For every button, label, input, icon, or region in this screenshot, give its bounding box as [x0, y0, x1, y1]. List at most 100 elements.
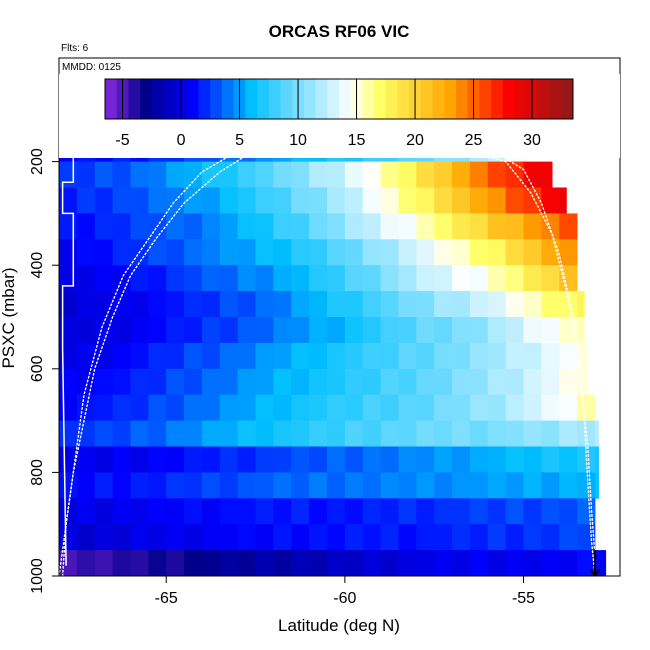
heatmap-cell	[452, 420, 471, 447]
heatmap-cell	[309, 446, 328, 473]
heatmap-cell	[523, 472, 542, 499]
heatmap-cell	[76, 524, 96, 551]
heatmap-cell	[130, 368, 149, 396]
heatmap-cell	[398, 239, 417, 266]
heatmap-cell	[237, 472, 256, 499]
heatmap-cell	[452, 265, 471, 292]
colorbar-cell	[140, 79, 153, 119]
x-tick-label: -55	[512, 590, 535, 607]
heatmap-cell	[148, 472, 167, 499]
colorbar-cell	[198, 79, 211, 119]
heatmap-cell	[344, 368, 364, 396]
heatmap-cell	[59, 524, 78, 551]
heatmap-cell	[594, 446, 599, 473]
heatmap-cell	[541, 342, 560, 370]
flights-label: Flts: 6	[61, 43, 89, 54]
heatmap-cell	[255, 368, 274, 396]
heatmap-cell	[362, 368, 381, 396]
colorbar-cell	[245, 79, 258, 119]
heatmap-cell	[541, 446, 560, 473]
heatmap-cell	[362, 187, 381, 214]
heatmap-cell	[59, 291, 78, 318]
heatmap-cell	[452, 317, 471, 344]
heatmap-cell	[184, 187, 203, 214]
heatmap-cell	[219, 239, 239, 266]
heatmap-cell	[184, 472, 203, 499]
heatmap-cell	[148, 446, 167, 473]
heatmap-cell	[130, 550, 149, 576]
heatmap-cell	[76, 265, 96, 292]
heatmap-cell	[219, 291, 239, 318]
heatmap-cell	[201, 420, 221, 447]
y-tick-label: 800	[29, 459, 46, 486]
heatmap-cell	[201, 161, 221, 188]
heatmap-cell	[469, 291, 489, 318]
heatmap-cell	[219, 472, 239, 499]
heatmap-cell	[130, 317, 149, 344]
heatmap-cell	[487, 394, 507, 421]
heatmap-cell	[577, 498, 596, 525]
heatmap-cell	[559, 187, 567, 214]
heatmap-cell	[380, 394, 399, 421]
heatmap-cell	[344, 498, 364, 525]
heatmap-cell	[434, 394, 453, 421]
heatmap-cell	[76, 394, 96, 421]
heatmap-cell	[273, 550, 292, 576]
heatmap-cell	[76, 317, 96, 344]
heatmap-cell	[505, 317, 524, 344]
heatmap-cell	[255, 550, 274, 576]
heatmap-cell	[559, 498, 578, 525]
heatmap-cell	[487, 420, 507, 447]
heatmap-cell	[237, 265, 256, 292]
heatmap-cell	[237, 394, 256, 421]
heatmap-cell	[398, 472, 417, 499]
heatmap-cell	[344, 550, 364, 576]
heatmap-cell	[326, 446, 346, 473]
heatmap-cell	[380, 472, 399, 499]
heatmap-cell	[541, 498, 560, 525]
colorbar-cell	[268, 79, 281, 119]
heatmap-cell	[344, 472, 364, 499]
heatmap-cell	[469, 265, 489, 292]
heatmap-cell	[416, 161, 435, 188]
heatmap-cell	[541, 524, 560, 551]
heatmap-cell	[291, 161, 310, 188]
heatmap-cell	[523, 446, 542, 473]
heatmap-cell	[309, 524, 328, 551]
heatmap-cell	[523, 291, 542, 318]
colorbar-cell	[432, 79, 445, 119]
heatmap-cell	[380, 187, 399, 214]
heatmap-cell	[309, 187, 328, 214]
heatmap-cell	[148, 291, 167, 318]
heatmap-cell	[309, 498, 328, 525]
heatmap-cell	[380, 291, 399, 318]
heatmap-cell	[326, 265, 346, 292]
heatmap-cell	[94, 317, 113, 344]
colorbar-cell	[362, 79, 375, 119]
heatmap-cell	[309, 420, 328, 447]
heatmap-cell	[76, 368, 96, 396]
heatmap-cell	[59, 342, 78, 370]
heatmap-cell	[237, 342, 256, 370]
heatmap-cell	[130, 265, 149, 292]
heatmap-cell	[309, 265, 328, 292]
heatmap-cell	[469, 498, 489, 525]
heatmap-cell	[166, 498, 185, 525]
heatmap-cell	[434, 472, 453, 499]
heatmap-cell	[577, 550, 596, 576]
heatmap-cell	[559, 446, 578, 473]
colorbar-cell	[385, 79, 398, 119]
heatmap-cell	[362, 394, 381, 421]
heatmap-cell	[148, 524, 167, 551]
heatmap-cell	[130, 213, 149, 240]
heatmap-cell	[559, 265, 578, 292]
heatmap-cell	[201, 187, 221, 214]
heatmap-cell	[184, 265, 203, 292]
heatmap-cell	[416, 265, 435, 292]
heatmap-cell	[469, 317, 489, 344]
heatmap-cell	[380, 420, 399, 447]
heatmap-cell	[166, 213, 185, 240]
heatmap-cell	[309, 161, 328, 188]
heatmap-cell	[59, 161, 78, 188]
heatmap-cell	[59, 420, 78, 447]
